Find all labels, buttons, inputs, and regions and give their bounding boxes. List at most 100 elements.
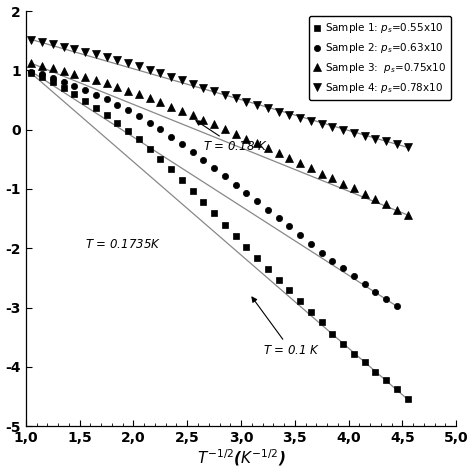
Sample 4: $p_s$=0.78x10: (3.75, 0.09): $p_s$=0.78x10: (3.75, 0.09) [319, 121, 325, 127]
Sample 3:  $p_s$=0.75x10: (2.65, 0.17): $p_s$=0.75x10: (2.65, 0.17) [201, 117, 206, 122]
Sample 2: $p_s$=0.63x10: (3.95, -2.34): $p_s$=0.63x10: (3.95, -2.34) [340, 265, 346, 271]
Sample 3:  $p_s$=0.75x10: (1.75, 0.78): $p_s$=0.75x10: (1.75, 0.78) [104, 81, 109, 86]
Sample 4: $p_s$=0.78x10: (1.55, 1.31): $p_s$=0.78x10: (1.55, 1.31) [82, 49, 88, 55]
Sample 3:  $p_s$=0.75x10: (3.15, -0.23): $p_s$=0.75x10: (3.15, -0.23) [255, 140, 260, 146]
Sample 3:  $p_s$=0.75x10: (1.95, 0.66): $p_s$=0.75x10: (1.95, 0.66) [125, 88, 131, 93]
Sample 2: $p_s$=0.63x10: (3.55, -1.78): $p_s$=0.63x10: (3.55, -1.78) [297, 232, 303, 238]
Sample 4: $p_s$=0.78x10: (3.55, 0.19): $p_s$=0.78x10: (3.55, 0.19) [297, 116, 303, 121]
Sample 3:  $p_s$=0.75x10: (2.75, 0.09): $p_s$=0.75x10: (2.75, 0.09) [211, 121, 217, 127]
Sample 1: $p_s$=0.55x10: (1.65, 0.37): $p_s$=0.55x10: (1.65, 0.37) [93, 105, 99, 110]
Sample 1: $p_s$=0.55x10: (3.95, -3.62): $p_s$=0.55x10: (3.95, -3.62) [340, 341, 346, 347]
Sample 2: $p_s$=0.63x10: (2.35, -0.12): $p_s$=0.63x10: (2.35, -0.12) [168, 134, 174, 140]
Sample 4: $p_s$=0.78x10: (1.85, 1.17): $p_s$=0.78x10: (1.85, 1.17) [115, 57, 120, 63]
Sample 1: $p_s$=0.55x10: (3.45, -2.71): $p_s$=0.55x10: (3.45, -2.71) [287, 287, 292, 293]
Sample 3:  $p_s$=0.75x10: (4.45, -1.35): $p_s$=0.75x10: (4.45, -1.35) [394, 207, 400, 212]
Line: Sample 4: $p_s$=0.78x10: Sample 4: $p_s$=0.78x10 [27, 36, 411, 151]
Sample 1: $p_s$=0.55x10: (3.55, -2.89): $p_s$=0.55x10: (3.55, -2.89) [297, 298, 303, 304]
Sample 2: $p_s$=0.63x10: (2.55, -0.38): $p_s$=0.63x10: (2.55, -0.38) [190, 149, 195, 155]
Sample 3:  $p_s$=0.75x10: (1.35, 0.99): $p_s$=0.75x10: (1.35, 0.99) [61, 68, 66, 74]
Text: $T$ = 0.18 K: $T$ = 0.18 K [196, 120, 268, 153]
Sample 4: $p_s$=0.78x10: (2.75, 0.65): $p_s$=0.78x10: (2.75, 0.65) [211, 88, 217, 94]
Sample 2: $p_s$=0.63x10: (1.35, 0.81): $p_s$=0.63x10: (1.35, 0.81) [61, 79, 66, 84]
Line: Sample 2: $p_s$=0.63x10: Sample 2: $p_s$=0.63x10 [28, 68, 400, 310]
Sample 4: $p_s$=0.78x10: (3.85, 0.04): $p_s$=0.78x10: (3.85, 0.04) [329, 125, 335, 130]
Sample 3:  $p_s$=0.75x10: (2.95, -0.07): $p_s$=0.75x10: (2.95, -0.07) [233, 131, 238, 137]
Sample 2: $p_s$=0.63x10: (1.55, 0.67): $p_s$=0.63x10: (1.55, 0.67) [82, 87, 88, 93]
Sample 4: $p_s$=0.78x10: (1.65, 1.27): $p_s$=0.78x10: (1.65, 1.27) [93, 52, 99, 57]
Sample 1: $p_s$=0.55x10: (1.05, 0.95): $p_s$=0.55x10: (1.05, 0.95) [28, 71, 34, 76]
Sample 1: $p_s$=0.55x10: (2.35, -0.67): $p_s$=0.55x10: (2.35, -0.67) [168, 166, 174, 172]
Line: Sample 1: $p_s$=0.55x10: Sample 1: $p_s$=0.55x10 [28, 70, 411, 402]
Sample 2: $p_s$=0.63x10: (4.15, -2.6): $p_s$=0.63x10: (4.15, -2.6) [362, 281, 367, 287]
Sample 4: $p_s$=0.78x10: (4.25, -0.16): $p_s$=0.78x10: (4.25, -0.16) [373, 137, 378, 142]
Sample 1: $p_s$=0.55x10: (2.65, -1.22): $p_s$=0.55x10: (2.65, -1.22) [201, 199, 206, 205]
Sample 1: $p_s$=0.55x10: (1.75, 0.25): $p_s$=0.55x10: (1.75, 0.25) [104, 112, 109, 118]
Sample 1: $p_s$=0.55x10: (1.45, 0.6): $p_s$=0.55x10: (1.45, 0.6) [72, 91, 77, 97]
Sample 4: $p_s$=0.78x10: (1.95, 1.12): $p_s$=0.78x10: (1.95, 1.12) [125, 60, 131, 66]
Sample 4: $p_s$=0.78x10: (3.25, 0.36): $p_s$=0.78x10: (3.25, 0.36) [265, 105, 271, 111]
Sample 2: $p_s$=0.63x10: (3.05, -1.07): $p_s$=0.63x10: (3.05, -1.07) [244, 190, 249, 196]
Sample 3:  $p_s$=0.75x10: (4.25, -1.17): $p_s$=0.75x10: (4.25, -1.17) [373, 196, 378, 202]
Legend: Sample 1: $p_s$=0.55x10, Sample 2: $p_s$=0.63x10, Sample 3:  $p_s$=0.75x10, Samp: Sample 1: $p_s$=0.55x10, Sample 2: $p_s$… [309, 16, 451, 100]
Sample 3:  $p_s$=0.75x10: (2.45, 0.32): $p_s$=0.75x10: (2.45, 0.32) [179, 108, 185, 113]
Sample 2: $p_s$=0.63x10: (1.05, 0.98): $p_s$=0.63x10: (1.05, 0.98) [28, 69, 34, 74]
Sample 3:  $p_s$=0.75x10: (4.35, -1.26): $p_s$=0.75x10: (4.35, -1.26) [383, 201, 389, 207]
Sample 3:  $p_s$=0.75x10: (4.05, -0.99): $p_s$=0.75x10: (4.05, -0.99) [351, 185, 357, 191]
Sample 2: $p_s$=0.63x10: (2.05, 0.23): $p_s$=0.63x10: (2.05, 0.23) [136, 113, 142, 119]
Sample 3:  $p_s$=0.75x10: (2.05, 0.6): $p_s$=0.75x10: (2.05, 0.6) [136, 91, 142, 97]
Sample 4: $p_s$=0.78x10: (4.05, -0.06): $p_s$=0.78x10: (4.05, -0.06) [351, 130, 357, 136]
Sample 4: $p_s$=0.78x10: (4.55, -0.3): $p_s$=0.78x10: (4.55, -0.3) [405, 145, 410, 150]
Sample 1: $p_s$=0.55x10: (4.15, -3.92): $p_s$=0.55x10: (4.15, -3.92) [362, 359, 367, 365]
Sample 1: $p_s$=0.55x10: (4.45, -4.37): $p_s$=0.55x10: (4.45, -4.37) [394, 386, 400, 392]
Sample 1: $p_s$=0.55x10: (1.15, 0.88): $p_s$=0.55x10: (1.15, 0.88) [39, 74, 45, 80]
Sample 1: $p_s$=0.55x10: (3.65, -3.07): $p_s$=0.55x10: (3.65, -3.07) [308, 309, 314, 315]
Sample 2: $p_s$=0.63x10: (3.65, -1.93): $p_s$=0.63x10: (3.65, -1.93) [308, 241, 314, 247]
X-axis label: $T^{-1/2}$($K^{-1/2}$): $T^{-1/2}$($K^{-1/2}$) [197, 448, 285, 468]
Sample 1: $p_s$=0.55x10: (4.55, -4.55): $p_s$=0.55x10: (4.55, -4.55) [405, 397, 410, 402]
Sample 2: $p_s$=0.63x10: (3.85, -2.21): $p_s$=0.63x10: (3.85, -2.21) [329, 258, 335, 264]
Sample 1: $p_s$=0.55x10: (4.25, -4.08): $p_s$=0.55x10: (4.25, -4.08) [373, 369, 378, 374]
Text: $T$ = 0.1 K: $T$ = 0.1 K [252, 297, 320, 357]
Sample 3:  $p_s$=0.75x10: (3.35, -0.4): $p_s$=0.75x10: (3.35, -0.4) [276, 151, 282, 156]
Sample 1: $p_s$=0.55x10: (2.85, -1.6): $p_s$=0.55x10: (2.85, -1.6) [222, 222, 228, 228]
Sample 2: $p_s$=0.63x10: (3.35, -1.49): $p_s$=0.63x10: (3.35, -1.49) [276, 215, 282, 221]
Sample 1: $p_s$=0.55x10: (1.35, 0.7): $p_s$=0.55x10: (1.35, 0.7) [61, 85, 66, 91]
Sample 4: $p_s$=0.78x10: (4.35, -0.2): $p_s$=0.78x10: (4.35, -0.2) [383, 139, 389, 145]
Sample 4: $p_s$=0.78x10: (3.65, 0.14): $p_s$=0.78x10: (3.65, 0.14) [308, 118, 314, 124]
Sample 4: $p_s$=0.78x10: (1.35, 1.4): $p_s$=0.78x10: (1.35, 1.4) [61, 44, 66, 49]
Sample 3:  $p_s$=0.75x10: (2.35, 0.39): $p_s$=0.75x10: (2.35, 0.39) [168, 104, 174, 109]
Sample 3:  $p_s$=0.75x10: (3.85, -0.82): $p_s$=0.75x10: (3.85, -0.82) [329, 175, 335, 181]
Sample 4: $p_s$=0.78x10: (3.95, -0.01): $p_s$=0.78x10: (3.95, -0.01) [340, 128, 346, 133]
Sample 3:  $p_s$=0.75x10: (1.85, 0.72): $p_s$=0.75x10: (1.85, 0.72) [115, 84, 120, 90]
Sample 3:  $p_s$=0.75x10: (2.25, 0.46): $p_s$=0.75x10: (2.25, 0.46) [157, 100, 163, 105]
Sample 1: $p_s$=0.55x10: (3.05, -1.98): $p_s$=0.55x10: (3.05, -1.98) [244, 244, 249, 250]
Sample 4: $p_s$=0.78x10: (2.25, 0.95): $p_s$=0.78x10: (2.25, 0.95) [157, 71, 163, 76]
Sample 4: $p_s$=0.78x10: (2.45, 0.83): $p_s$=0.78x10: (2.45, 0.83) [179, 78, 185, 83]
Sample 3:  $p_s$=0.75x10: (3.65, -0.65): $p_s$=0.75x10: (3.65, -0.65) [308, 165, 314, 171]
Sample 4: $p_s$=0.78x10: (1.45, 1.36): $p_s$=0.78x10: (1.45, 1.36) [72, 46, 77, 52]
Sample 2: $p_s$=0.63x10: (2.75, -0.65): $p_s$=0.63x10: (2.75, -0.65) [211, 165, 217, 171]
Sample 4: $p_s$=0.78x10: (1.25, 1.44): $p_s$=0.78x10: (1.25, 1.44) [50, 41, 55, 47]
Sample 4: $p_s$=0.78x10: (3.15, 0.42): $p_s$=0.78x10: (3.15, 0.42) [255, 102, 260, 108]
Sample 2: $p_s$=0.63x10: (3.25, -1.35): $p_s$=0.63x10: (3.25, -1.35) [265, 207, 271, 212]
Sample 2: $p_s$=0.63x10: (1.75, 0.51): $p_s$=0.63x10: (1.75, 0.51) [104, 97, 109, 102]
Sample 1: $p_s$=0.55x10: (2.25, -0.49): $p_s$=0.55x10: (2.25, -0.49) [157, 156, 163, 162]
Sample 3:  $p_s$=0.75x10: (4.15, -1.08): $p_s$=0.75x10: (4.15, -1.08) [362, 191, 367, 197]
Sample 3:  $p_s$=0.75x10: (1.25, 1.04): $p_s$=0.75x10: (1.25, 1.04) [50, 65, 55, 71]
Sample 1: $p_s$=0.55x10: (3.15, -2.16): $p_s$=0.55x10: (3.15, -2.16) [255, 255, 260, 261]
Sample 1: $p_s$=0.55x10: (2.15, -0.32): $p_s$=0.55x10: (2.15, -0.32) [147, 146, 153, 152]
Sample 3:  $p_s$=0.75x10: (3.75, -0.74): $p_s$=0.75x10: (3.75, -0.74) [319, 171, 325, 176]
Sample 4: $p_s$=0.78x10: (3.05, 0.47): $p_s$=0.78x10: (3.05, 0.47) [244, 99, 249, 105]
Sample 1: $p_s$=0.55x10: (2.75, -1.41): $p_s$=0.55x10: (2.75, -1.41) [211, 210, 217, 216]
Sample 2: $p_s$=0.63x10: (1.65, 0.59): $p_s$=0.63x10: (1.65, 0.59) [93, 92, 99, 98]
Sample 3:  $p_s$=0.75x10: (4.55, -1.44): $p_s$=0.75x10: (4.55, -1.44) [405, 212, 410, 218]
Sample 4: $p_s$=0.78x10: (2.05, 1.07): $p_s$=0.78x10: (2.05, 1.07) [136, 64, 142, 69]
Sample 4: $p_s$=0.78x10: (3.35, 0.3): $p_s$=0.78x10: (3.35, 0.3) [276, 109, 282, 115]
Sample 4: $p_s$=0.78x10: (3.45, 0.25): $p_s$=0.78x10: (3.45, 0.25) [287, 112, 292, 118]
Sample 4: $p_s$=0.78x10: (2.65, 0.71): $p_s$=0.78x10: (2.65, 0.71) [201, 85, 206, 91]
Sample 3:  $p_s$=0.75x10: (2.85, 0.01): $p_s$=0.75x10: (2.85, 0.01) [222, 126, 228, 132]
Sample 4: $p_s$=0.78x10: (2.15, 1.01): $p_s$=0.78x10: (2.15, 1.01) [147, 67, 153, 73]
Sample 4: $p_s$=0.78x10: (4.15, -0.11): $p_s$=0.78x10: (4.15, -0.11) [362, 133, 367, 139]
Sample 4: $p_s$=0.78x10: (1.75, 1.22): $p_s$=0.78x10: (1.75, 1.22) [104, 55, 109, 60]
Sample 1: $p_s$=0.55x10: (3.35, -2.53): $p_s$=0.55x10: (3.35, -2.53) [276, 277, 282, 283]
